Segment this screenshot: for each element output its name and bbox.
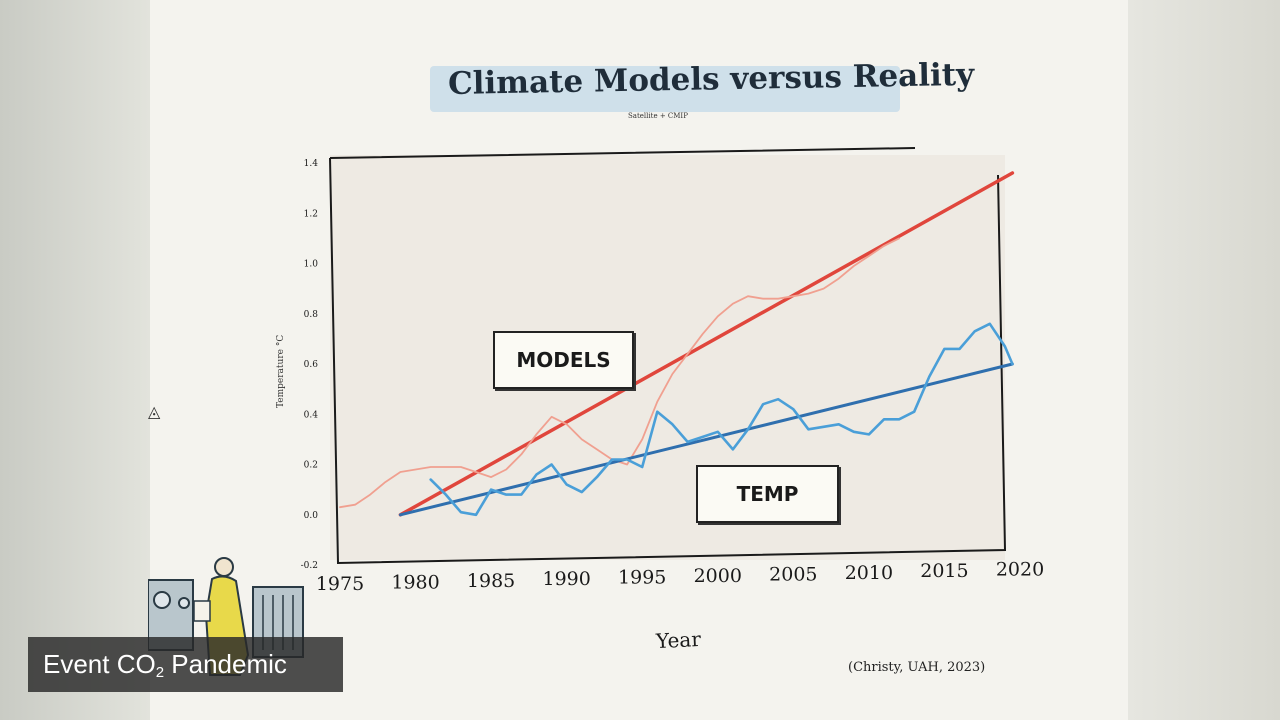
console-dial-icon — [178, 597, 190, 609]
y-tick-label: 0.0 — [304, 511, 319, 521]
y-tick-label: 1.4 — [304, 159, 319, 169]
caption-prefix: Event CO — [43, 649, 156, 679]
x-tick-label: 1985 — [467, 570, 515, 592]
x-tick-label: 2005 — [769, 563, 817, 585]
y-tick-label: 0.6 — [304, 360, 319, 370]
scientist-clipboard — [193, 600, 211, 622]
x-tick-label: 1990 — [542, 568, 590, 590]
plot-frame — [329, 147, 1007, 565]
eye-icon: ◬ — [148, 402, 161, 421]
caption-subscript: 2 — [155, 664, 165, 681]
temp-annotation: TEMP — [696, 465, 839, 523]
models-annotation: MODELS — [493, 331, 634, 389]
y-tick-labels: -0.2 0.0 0.2 0.4 0.6 0.8 1.0 1.2 1.4 — [301, 159, 319, 571]
x-tick-labels: 1975 1980 1985 1990 1995 2000 2005 2010 2015 2020 — [316, 559, 1044, 595]
console-reel-icon — [153, 591, 171, 609]
series-line-models-trend — [398, 171, 1015, 517]
caption-suffix: Pandemic — [164, 649, 287, 679]
x-tick-label: 2020 — [996, 559, 1044, 581]
y-tick-label: 0.2 — [304, 461, 318, 471]
source-citation: (Christy, UAH, 2023) — [848, 660, 986, 675]
title-highlight — [430, 66, 900, 112]
y-tick-label: 1.0 — [304, 260, 319, 270]
series-line-temp-trend — [398, 362, 1014, 517]
x-tick-label: 1995 — [618, 567, 666, 589]
y-axis-label: Temperature °C — [276, 334, 286, 408]
x-tick-label: 2015 — [920, 560, 968, 582]
y-tick-label: 0.8 — [304, 310, 319, 320]
series-layer — [339, 171, 1015, 517]
y-tick-label: -0.2 — [301, 561, 318, 571]
right-backdrop — [1128, 0, 1280, 720]
video-caption: Event CO2 Pandemic — [28, 637, 343, 692]
x-tick-label: 2010 — [845, 562, 893, 584]
left-backdrop — [0, 0, 150, 720]
y-tick-label: 1.2 — [304, 209, 318, 219]
x-axis-label: Year — [655, 626, 702, 654]
y-tick-label: 0.4 — [304, 410, 319, 420]
chart-subtitle: Satellite + CMIP — [628, 112, 688, 120]
series-line-temp — [429, 322, 1014, 517]
cabinet-slots — [262, 595, 294, 650]
x-tick-label: 1975 — [316, 573, 364, 595]
scientist-head — [214, 557, 234, 577]
x-tick-label: 1980 — [391, 571, 439, 593]
x-tick-label: 2000 — [694, 565, 742, 587]
